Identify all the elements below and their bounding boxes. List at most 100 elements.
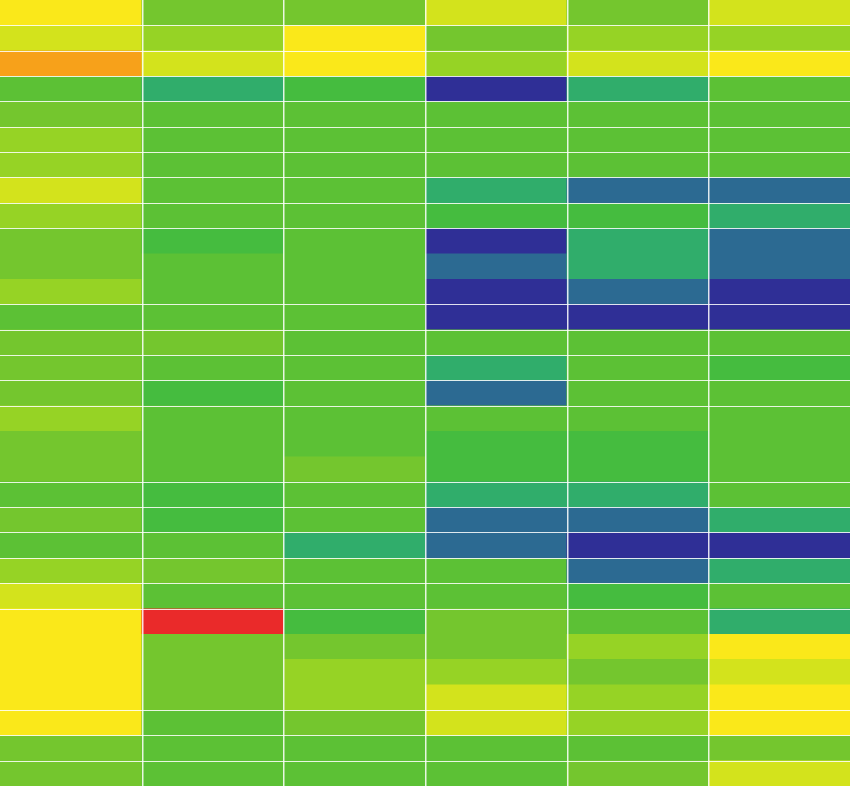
heatmap-cell-r2-c1 [141, 50, 284, 77]
heatmap-cell-r15-c3 [425, 380, 568, 407]
heatmap-cell-r30-c5 [708, 760, 850, 786]
heatmap-cell-r3-c3 [425, 76, 568, 103]
heatmap-cell-r10-c2 [283, 253, 426, 280]
heatmap-cell-r30-c0 [0, 760, 143, 786]
heatmap-cell-r18-c3 [425, 456, 568, 483]
heatmap-cell-r21-c5 [708, 532, 850, 559]
heatmap-cell-r16-c2 [283, 405, 426, 432]
heatmap-cell-r17-c0 [0, 431, 143, 457]
heatmap-cell-r6-c2 [283, 152, 426, 179]
heatmap-cell-r11-c2 [283, 278, 426, 305]
heatmap-cell-r18-c4 [566, 456, 709, 483]
heatmap-cell-r26-c0 [0, 659, 143, 686]
heatmap-cell-r26-c5 [708, 659, 850, 686]
heatmap-cell-r21-c2 [283, 532, 426, 559]
heatmap-cell-r0-c5 [708, 0, 850, 26]
heatmap-cell-r15-c1 [141, 380, 284, 407]
heatmap-cell-r12-c4 [566, 304, 709, 331]
heatmap-cell-r6-c3 [425, 152, 568, 179]
heatmap-cell-r25-c4 [566, 633, 709, 660]
heatmap-cell-r0-c2 [283, 0, 426, 26]
heatmap-cell-r0-c0 [0, 0, 143, 26]
heatmap-cell-r9-c4 [566, 228, 709, 255]
heatmap-cell-r8-c4 [566, 202, 709, 229]
heatmap-cell-r20-c1 [141, 507, 284, 534]
heatmap-cell-r19-c5 [708, 481, 850, 508]
heatmap-cell-r22-c5 [708, 557, 850, 584]
heatmap-cell-r10-c1 [141, 253, 284, 280]
heatmap-cell-r14-c0 [0, 354, 143, 381]
heatmap-cell-r1-c4 [566, 25, 709, 52]
heatmap-cell-r29-c3 [425, 735, 568, 762]
heatmap-cell-r0-c3 [425, 0, 568, 26]
heatmap-cell-r14-c5 [708, 354, 850, 381]
heatmap-cell-r3-c2 [283, 76, 426, 103]
heatmap-cell-r20-c0 [0, 507, 143, 534]
heatmap-cell-r11-c3 [425, 278, 568, 305]
heatmap-cell-r4-c0 [0, 101, 143, 128]
heatmap-cell-r22-c1 [141, 557, 284, 584]
heatmap-cell-r8-c0 [0, 202, 143, 229]
heatmap-cell-r16-c5 [708, 405, 850, 432]
heatmap-cell-r24-c1 [141, 608, 284, 635]
heatmap-cell-r24-c4 [566, 608, 709, 635]
heatmap-cell-r2-c3 [425, 50, 568, 77]
heatmap-cell-r23-c1 [141, 583, 284, 610]
heatmap-cell-r10-c5 [708, 253, 850, 280]
heatmap-cell-r19-c4 [566, 481, 709, 508]
heatmap-cell-r28-c3 [425, 709, 568, 736]
heatmap-cell-r21-c4 [566, 532, 709, 559]
heatmap-cell-r30-c1 [141, 760, 284, 786]
heatmap-cell-r7-c1 [141, 177, 284, 204]
heatmap-cell-r14-c4 [566, 354, 709, 381]
heatmap-cell-r11-c0 [0, 278, 143, 305]
heatmap-cell-r14-c3 [425, 354, 568, 381]
heatmap-cell-r26-c1 [141, 659, 284, 686]
heatmap-cell-r24-c5 [708, 608, 850, 635]
heatmap-cell-r27-c1 [141, 684, 284, 711]
heatmap-cell-r17-c1 [141, 431, 284, 457]
heatmap-cell-r30-c2 [283, 760, 426, 786]
heatmap-cell-r17-c3 [425, 431, 568, 457]
heatmap-cell-r4-c3 [425, 101, 568, 128]
heatmap-cell-r3-c0 [0, 76, 143, 103]
heatmap-cell-r19-c0 [0, 481, 143, 508]
heatmap-cell-r19-c1 [141, 481, 284, 508]
heatmap-cell-r20-c4 [566, 507, 709, 534]
heatmap-cell-r2-c2 [283, 50, 426, 77]
heatmap-cell-r5-c3 [425, 126, 568, 153]
heatmap-cell-r4-c5 [708, 101, 850, 128]
heatmap-cell-r18-c5 [708, 456, 850, 483]
heatmap-cell-r25-c3 [425, 633, 568, 660]
heatmap-cell-r12-c0 [0, 304, 143, 331]
heatmap-cell-r9-c5 [708, 228, 850, 255]
heatmap-cell-r25-c0 [0, 633, 143, 660]
heatmap-cell-r16-c0 [0, 405, 143, 432]
heatmap-cell-r22-c4 [566, 557, 709, 584]
heatmap-cell-r3-c1 [141, 76, 284, 103]
heatmap-cell-r10-c3 [425, 253, 568, 280]
heatmap-cell-r21-c0 [0, 532, 143, 559]
heatmap-cell-r17-c5 [708, 431, 850, 457]
heatmap-cell-r8-c1 [141, 202, 284, 229]
heatmap-cell-r0-c1 [141, 0, 284, 26]
heatmap-cell-r13-c1 [141, 329, 284, 356]
heatmap-cell-r18-c1 [141, 456, 284, 483]
heatmap-cell-r3-c5 [708, 76, 850, 103]
heatmap-cell-r7-c2 [283, 177, 426, 204]
heatmap-cell-r17-c2 [283, 431, 426, 457]
heatmap-cell-r23-c5 [708, 583, 850, 610]
heatmap-cell-r15-c4 [566, 380, 709, 407]
heatmap-cell-r9-c0 [0, 228, 143, 255]
heatmap-cell-r8-c2 [283, 202, 426, 229]
heatmap-cell-r3-c4 [566, 76, 709, 103]
heatmap-cell-r25-c1 [141, 633, 284, 660]
heatmap-cell-r14-c1 [141, 354, 284, 381]
heatmap-cell-r2-c0 [0, 50, 143, 77]
heatmap-cell-r18-c2 [283, 456, 426, 483]
heatmap-cell-r29-c0 [0, 735, 143, 762]
heatmap-cell-r20-c5 [708, 507, 850, 534]
heatmap-cell-r24-c3 [425, 608, 568, 635]
heatmap-cell-r15-c0 [0, 380, 143, 407]
